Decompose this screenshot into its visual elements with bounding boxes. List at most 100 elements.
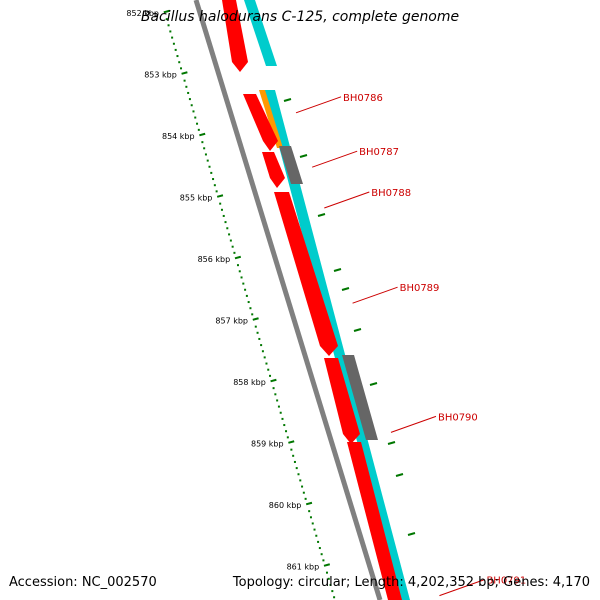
scale-dot xyxy=(283,424,286,427)
gene-leader-line xyxy=(312,150,358,168)
scale-dot xyxy=(295,467,298,470)
scale-dot xyxy=(322,559,325,562)
scale-dot xyxy=(208,165,211,168)
scale-dot xyxy=(204,153,207,156)
scale-dot xyxy=(263,356,266,359)
gene-leader-line xyxy=(439,579,485,597)
scale-dot xyxy=(290,448,293,451)
scale-dot xyxy=(252,317,259,321)
scale-dot xyxy=(240,276,243,279)
scale-dot xyxy=(293,460,296,463)
scale-dot xyxy=(213,184,216,187)
scale-dot xyxy=(224,221,227,224)
kbp-tick-label: 853 kbp xyxy=(144,71,177,80)
genome-summary-text: Topology: circular; Length: 4,202,352 bp… xyxy=(232,575,590,590)
gene-leader-line xyxy=(324,191,370,209)
scale-dot xyxy=(244,288,247,291)
scale-dot xyxy=(210,171,213,174)
scale-dot xyxy=(167,24,170,27)
scale-dot xyxy=(216,194,224,198)
scale-dot xyxy=(219,202,222,205)
scale-dot xyxy=(304,497,307,500)
gene-label: BH0786 xyxy=(343,93,383,104)
scale-dot xyxy=(254,325,257,328)
forward-gene-arrow xyxy=(222,0,248,72)
scale-dot xyxy=(229,239,232,242)
scale-dot xyxy=(285,430,288,433)
scale-dot xyxy=(274,393,277,396)
scale-dot xyxy=(187,91,190,94)
outer-tick-marks xyxy=(283,98,416,536)
scale-dot xyxy=(245,294,248,297)
genome-backbone xyxy=(193,0,383,600)
other-feature xyxy=(342,355,378,440)
gene-leader-line xyxy=(295,96,342,114)
gene-label: BH0789 xyxy=(400,283,440,294)
scale-dot xyxy=(251,313,254,316)
scale-dot xyxy=(188,98,191,101)
scale-dot xyxy=(190,104,193,107)
scale-dot xyxy=(196,122,199,125)
scale-dot xyxy=(201,141,204,144)
scale-dot xyxy=(292,454,295,457)
scale-dot xyxy=(199,132,206,137)
scale-dot xyxy=(171,36,174,39)
kbp-scale: 852 kbp 853 kbp 854 kbp 855 kbp 856 kbp 857 k… xyxy=(126,9,336,599)
rna-feature xyxy=(259,90,283,148)
scale-dot xyxy=(311,522,314,525)
reverse-strand-track xyxy=(244,0,410,600)
scale-dot xyxy=(320,553,323,556)
kbp-tick-label: 852 kbp xyxy=(126,9,159,18)
forward-strand-track xyxy=(222,0,402,600)
scale-dot xyxy=(331,590,334,593)
reverse-feature xyxy=(244,0,277,66)
scale-dot xyxy=(233,251,236,254)
scale-dot xyxy=(313,528,316,531)
scale-dot xyxy=(281,417,284,420)
scale-dot xyxy=(269,374,272,377)
scale-dot xyxy=(172,42,175,45)
scale-dot xyxy=(267,368,270,371)
scale-dot xyxy=(206,159,209,162)
scale-dot xyxy=(265,362,268,365)
accession-text: Accession: NC_002570 xyxy=(9,575,157,590)
forward-gene-arrow xyxy=(274,192,338,356)
scale-dot xyxy=(327,577,330,580)
scale-dot xyxy=(194,116,197,119)
kbp-tick-label: 854 kbp xyxy=(162,132,195,141)
scale-dot xyxy=(192,110,195,113)
scale-dot xyxy=(185,85,188,88)
scale-dot xyxy=(178,61,181,64)
scale-dot xyxy=(180,67,183,70)
scale-dot xyxy=(242,282,245,285)
forward-gene-arrow xyxy=(347,442,402,600)
other-feature xyxy=(279,146,303,184)
scale-dot xyxy=(315,534,318,537)
scale-dot xyxy=(169,30,172,33)
scale-dot xyxy=(220,208,223,211)
scale-dot xyxy=(215,190,218,193)
scale-dot xyxy=(333,596,336,599)
scale-dot xyxy=(261,350,264,353)
scale-dot xyxy=(301,485,304,488)
kbp-tick-label: 858 kbp xyxy=(233,378,266,387)
scale-dot xyxy=(234,255,242,260)
forward-gene-arrow xyxy=(324,358,360,444)
scale-dot xyxy=(318,547,321,550)
scale-dot xyxy=(238,270,241,273)
genome-title: Bacillus halodurans C-125, complete geno… xyxy=(140,9,460,25)
scale-dot xyxy=(325,571,328,574)
gene-label: BH0790 xyxy=(438,412,478,423)
scale-dot xyxy=(183,79,186,82)
kbp-tick-label: 856 kbp xyxy=(198,255,231,264)
scale-dot xyxy=(256,331,259,334)
scale-dot xyxy=(203,147,206,150)
scale-dot xyxy=(249,307,252,310)
kbp-tick-label: 860 kbp xyxy=(269,501,302,510)
scale-dot xyxy=(329,583,332,586)
scale-dot xyxy=(165,18,168,21)
kbp-tick-label: 861 kbp xyxy=(287,563,320,572)
scale-dot xyxy=(247,301,250,304)
scale-dot xyxy=(228,233,231,236)
